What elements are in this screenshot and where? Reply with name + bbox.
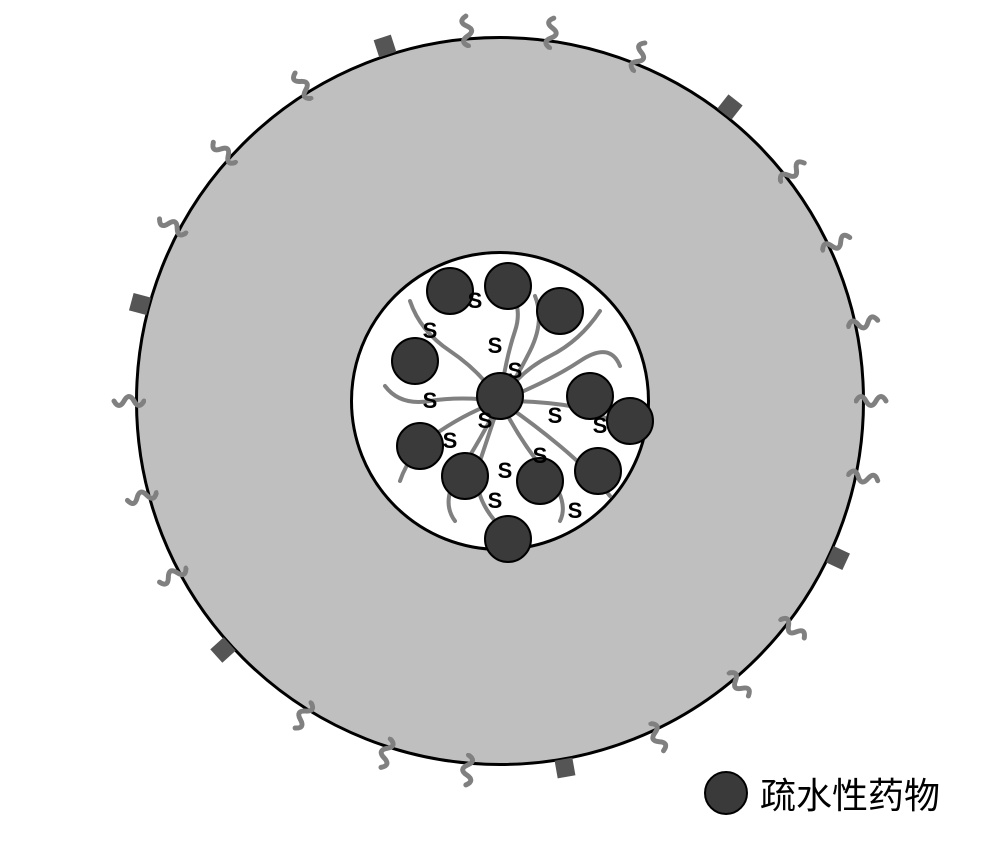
drug-dot-icon	[484, 262, 532, 310]
s-label: S	[423, 318, 438, 344]
drug-dot-icon	[574, 447, 622, 495]
surface-squiggle-icon	[454, 752, 481, 792]
surface-squiggle-icon	[454, 9, 481, 49]
drug-dot-icon	[536, 287, 584, 335]
s-label: S	[508, 358, 523, 384]
s-label: S	[478, 408, 493, 434]
legend-drug-dot-icon	[704, 771, 748, 815]
s-label: S	[423, 388, 438, 414]
s-label: S	[443, 428, 458, 454]
drug-dot-icon	[396, 422, 444, 470]
s-label: S	[488, 488, 503, 514]
legend: 疏水性药物	[704, 767, 940, 819]
surface-squiggle-icon	[854, 389, 892, 413]
s-label: S	[488, 333, 503, 359]
surface-squiggle-icon	[108, 389, 146, 413]
drug-dot-icon	[484, 515, 532, 563]
s-label: S	[593, 413, 608, 439]
surface-block-icon	[554, 757, 575, 778]
s-label: S	[548, 403, 563, 429]
drug-dot-icon	[391, 337, 439, 385]
drug-dot-icon	[606, 397, 654, 445]
surface-squiggle-icon	[537, 11, 566, 52]
s-label: S	[533, 443, 548, 469]
legend-label: 疏水性药物	[760, 767, 940, 819]
micelle-diagram: SSSSSSSSSSSSS	[100, 1, 900, 801]
drug-dot-icon	[441, 452, 489, 500]
s-label: S	[568, 498, 583, 524]
s-label: S	[498, 458, 513, 484]
s-label: S	[468, 288, 483, 314]
